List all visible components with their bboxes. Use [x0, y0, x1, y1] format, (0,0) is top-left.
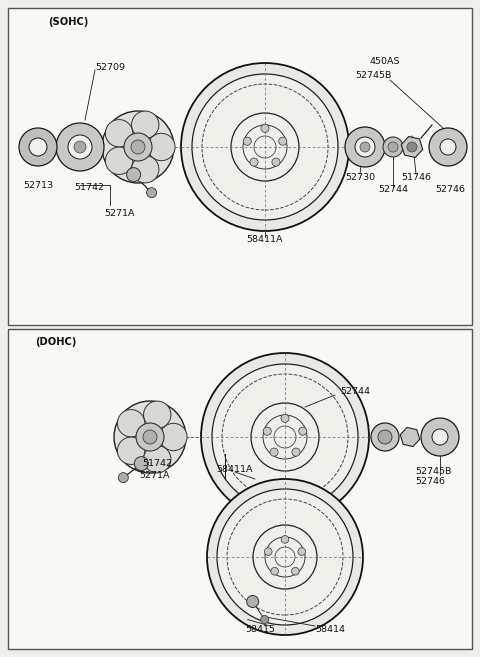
- Circle shape: [134, 457, 148, 470]
- Circle shape: [383, 137, 403, 157]
- Text: 5271A: 5271A: [140, 470, 170, 480]
- Circle shape: [388, 142, 398, 152]
- Circle shape: [421, 418, 459, 456]
- Text: 58411A: 58411A: [217, 464, 253, 474]
- Circle shape: [292, 448, 300, 456]
- Circle shape: [345, 127, 385, 167]
- Text: 450AS: 450AS: [370, 58, 400, 66]
- Text: 58415: 58415: [245, 625, 275, 633]
- Circle shape: [291, 568, 299, 575]
- Circle shape: [146, 188, 156, 198]
- Circle shape: [217, 489, 353, 625]
- Circle shape: [440, 139, 456, 155]
- Circle shape: [106, 147, 133, 175]
- Circle shape: [132, 111, 159, 139]
- Text: 52709: 52709: [95, 62, 125, 72]
- Text: 51742: 51742: [74, 183, 104, 191]
- Circle shape: [407, 142, 417, 152]
- Text: 52746: 52746: [435, 185, 465, 194]
- Circle shape: [270, 448, 278, 456]
- Bar: [8, 329, 472, 649]
- Text: 58411A: 58411A: [247, 235, 283, 244]
- Circle shape: [119, 472, 128, 483]
- Text: 52713: 52713: [23, 181, 53, 189]
- Circle shape: [56, 123, 104, 171]
- Text: 52746: 52746: [415, 478, 445, 486]
- Circle shape: [432, 429, 448, 445]
- Text: 52745B: 52745B: [415, 468, 451, 476]
- Circle shape: [299, 427, 307, 436]
- Circle shape: [102, 111, 174, 183]
- Circle shape: [264, 548, 272, 555]
- Circle shape: [279, 137, 287, 145]
- Circle shape: [243, 137, 252, 145]
- Circle shape: [271, 568, 278, 575]
- Circle shape: [281, 535, 289, 543]
- Circle shape: [261, 124, 269, 132]
- Circle shape: [192, 74, 338, 220]
- Text: (DOHC): (DOHC): [35, 337, 76, 347]
- Circle shape: [360, 142, 370, 152]
- Circle shape: [106, 120, 133, 147]
- Circle shape: [68, 135, 92, 159]
- Circle shape: [143, 430, 157, 444]
- Circle shape: [144, 401, 171, 428]
- Bar: [8, 8, 472, 325]
- Circle shape: [181, 63, 349, 231]
- Circle shape: [247, 595, 259, 608]
- Circle shape: [74, 141, 86, 153]
- Text: 52730: 52730: [345, 173, 375, 181]
- Circle shape: [261, 616, 269, 623]
- Circle shape: [118, 437, 145, 464]
- Text: 5271A: 5271A: [105, 210, 135, 219]
- Circle shape: [132, 156, 159, 183]
- Text: (SOHC): (SOHC): [48, 17, 88, 27]
- Circle shape: [148, 133, 175, 161]
- Circle shape: [118, 409, 145, 437]
- Circle shape: [114, 401, 186, 473]
- Circle shape: [371, 423, 399, 451]
- Text: 51742: 51742: [142, 459, 172, 468]
- Circle shape: [201, 353, 369, 521]
- Text: 51746: 51746: [401, 173, 431, 181]
- Circle shape: [136, 423, 164, 451]
- Text: 52744: 52744: [378, 185, 408, 194]
- Circle shape: [250, 158, 258, 166]
- Text: 58414: 58414: [315, 625, 345, 633]
- Circle shape: [355, 137, 375, 157]
- Circle shape: [29, 138, 47, 156]
- Circle shape: [124, 133, 152, 161]
- Circle shape: [144, 445, 171, 473]
- Circle shape: [281, 414, 289, 422]
- Circle shape: [207, 479, 363, 635]
- Text: 52745B: 52745B: [355, 70, 391, 79]
- Circle shape: [263, 427, 271, 436]
- Circle shape: [429, 128, 467, 166]
- Circle shape: [160, 423, 187, 451]
- Text: 52744: 52744: [340, 388, 370, 397]
- Circle shape: [272, 158, 280, 166]
- Circle shape: [378, 430, 392, 444]
- Circle shape: [212, 364, 358, 510]
- Circle shape: [131, 140, 145, 154]
- Circle shape: [19, 128, 57, 166]
- Circle shape: [298, 548, 306, 555]
- Circle shape: [127, 168, 141, 181]
